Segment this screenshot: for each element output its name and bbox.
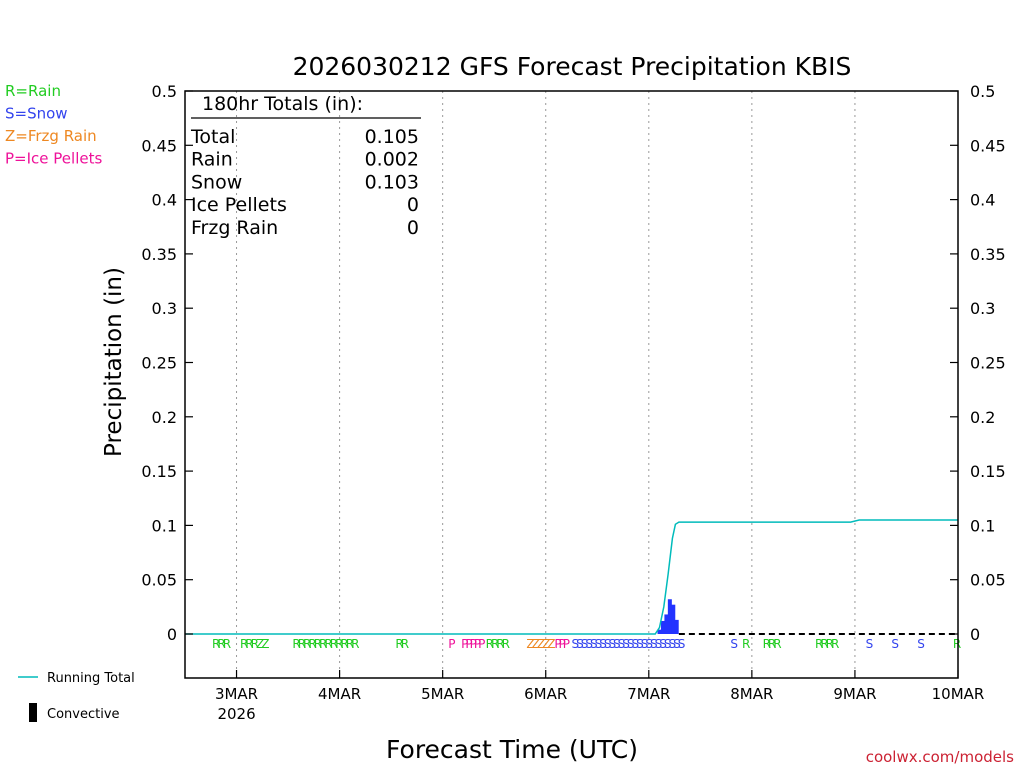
legend-convective-label: Convective	[47, 707, 120, 722]
ptype-marker: RR	[395, 637, 408, 651]
y-tick-label-right: 0.45	[970, 136, 1006, 155]
y-tick-label-left: 0.35	[141, 245, 177, 264]
totals-row-value: 0.002	[365, 149, 419, 171]
x-tick-label: 4MAR	[318, 685, 361, 703]
running-total-polyline	[185, 519, 958, 635]
y-tick-label-left: 0.4	[152, 191, 177, 210]
legend-ptype-entry: Z=Frzg Rain	[5, 127, 97, 145]
ptype-marker: R	[742, 637, 750, 651]
ptype-marker: SSSSSSSSSSSSSSSSSSSSSSSS	[572, 637, 685, 651]
x-tick-label: 7MAR	[627, 685, 670, 703]
snow-bars	[657, 599, 679, 634]
totals-heading: 180hr Totals (in):	[202, 93, 363, 115]
totals-row-value: 0.105	[365, 126, 419, 148]
snow-bar	[667, 599, 672, 634]
y-tick-label-left: 0.15	[141, 462, 177, 481]
y-tick-label-right: 0.3	[970, 299, 995, 318]
ptype-marker: RRR	[212, 637, 231, 651]
y-axis-ticks: 0 00.05 0.050.1 0.10.15 0.150.2 0.20.25 0.250.…	[141, 82, 1005, 644]
x-axis-label: Forecast Time (UTC)	[386, 735, 638, 764]
ptype-marker: S	[866, 637, 873, 651]
totals-row-value: 0	[407, 217, 419, 239]
chart-title: 2026030212 GFS Forecast Precipitation KB…	[293, 52, 852, 81]
totals-row-label: Frzg Rain	[191, 217, 278, 239]
totals-row-value: 0.103	[365, 171, 419, 193]
ptype-marker: S	[917, 637, 924, 651]
y-tick-label-left: 0.05	[141, 571, 177, 590]
snow-bar	[674, 619, 679, 634]
ptype-marker: R	[953, 637, 961, 651]
ptype-marker: S	[891, 637, 898, 651]
totals-row-label: Total	[190, 126, 235, 148]
y-tick-label-right: 0	[970, 625, 980, 644]
y-tick-label-left: 0.2	[152, 408, 177, 427]
x-tick-label: 5MAR	[421, 685, 464, 703]
x-tick-label: 6MAR	[524, 685, 567, 703]
ptype-marker: PPPPP	[461, 637, 485, 651]
snow-bar	[657, 629, 662, 634]
y-tick-label-left: 0.5	[152, 82, 177, 101]
y-tick-label-right: 0.15	[970, 462, 1006, 481]
legend-running-total-label: Running Total	[47, 671, 135, 686]
snow-bar	[660, 620, 665, 634]
snow-bar	[664, 614, 669, 634]
legend-ptype-entry: R=Rain	[5, 82, 61, 100]
y-tick-label-right: 0.5	[970, 82, 995, 101]
ptype-marker: P	[448, 637, 455, 651]
snow-bar	[671, 604, 676, 634]
ptype-marker: PPP	[554, 637, 569, 651]
ptype-marker: RRR	[763, 637, 782, 651]
ptype-marker: RRRR	[486, 637, 510, 651]
totals-box: 180hr Totals (in): Total 0.105 Rain 0.002 Sno…	[190, 93, 421, 239]
y-tick-label-right: 0.05	[970, 571, 1006, 590]
y-tick-label-left: 0.1	[152, 516, 177, 535]
y-axis-label: Precipitation (in)	[101, 267, 127, 457]
x-tick-label: 8MAR	[730, 685, 773, 703]
ptype-marker: RRRRRRRRRRRR	[292, 637, 359, 651]
legend: R=Rain S=Snow Z=Frzg Rain P=Ice Pellets Runn…	[5, 82, 135, 722]
y-tick-label-left: 0	[167, 625, 177, 644]
y-tick-label-right: 0.35	[970, 245, 1006, 264]
ptype-marker: ZZZZZ	[526, 637, 555, 651]
legend-ptype-entry: P=Ice Pellets	[5, 150, 102, 168]
ptype-marker: S	[730, 637, 737, 651]
y-tick-label-right: 0.25	[970, 354, 1006, 373]
precip-type-row: RRR RRRZZ RRRRRRRRRRRR RR P PPPPP RRRR ZZZZZ PPP…	[212, 637, 964, 651]
legend-convective-swatch	[29, 703, 37, 722]
y-tick-label-left: 0.3	[152, 299, 177, 318]
y-tick-label-right: 0.2	[970, 408, 995, 427]
x-tick-label: 9MAR	[833, 685, 876, 703]
vertical-gridlines	[236, 91, 856, 678]
totals-row-label: Snow	[191, 171, 242, 193]
x-axis-ticks: 3MAR 2026 4MAR 5MAR 6MAR 7MAR 8MAR 9MAR 10MAR	[215, 670, 984, 723]
y-tick-label-right: 0.1	[970, 516, 995, 535]
x-tick-label: 10MAR	[932, 685, 985, 703]
legend-ptype-entry: S=Snow	[5, 105, 68, 123]
plot-frame	[184, 90, 959, 679]
totals-row-label: Rain	[191, 149, 233, 171]
totals-row-label: Ice Pellets	[191, 194, 287, 216]
y-tick-label-right: 0.4	[970, 191, 995, 210]
totals-row-value: 0	[407, 194, 419, 216]
running-total-line	[185, 519, 958, 635]
y-tick-label-left: 0.25	[141, 354, 177, 373]
x-tick-label: 3MAR	[215, 685, 258, 703]
x-tick-sublabel: 2026	[217, 705, 255, 723]
ptype-marker: RRRZZ	[240, 637, 269, 651]
ptype-marker: RRRR	[815, 637, 839, 651]
credit-text: coolwx.com/models	[866, 748, 1014, 766]
y-tick-label-left: 0.45	[141, 136, 177, 155]
